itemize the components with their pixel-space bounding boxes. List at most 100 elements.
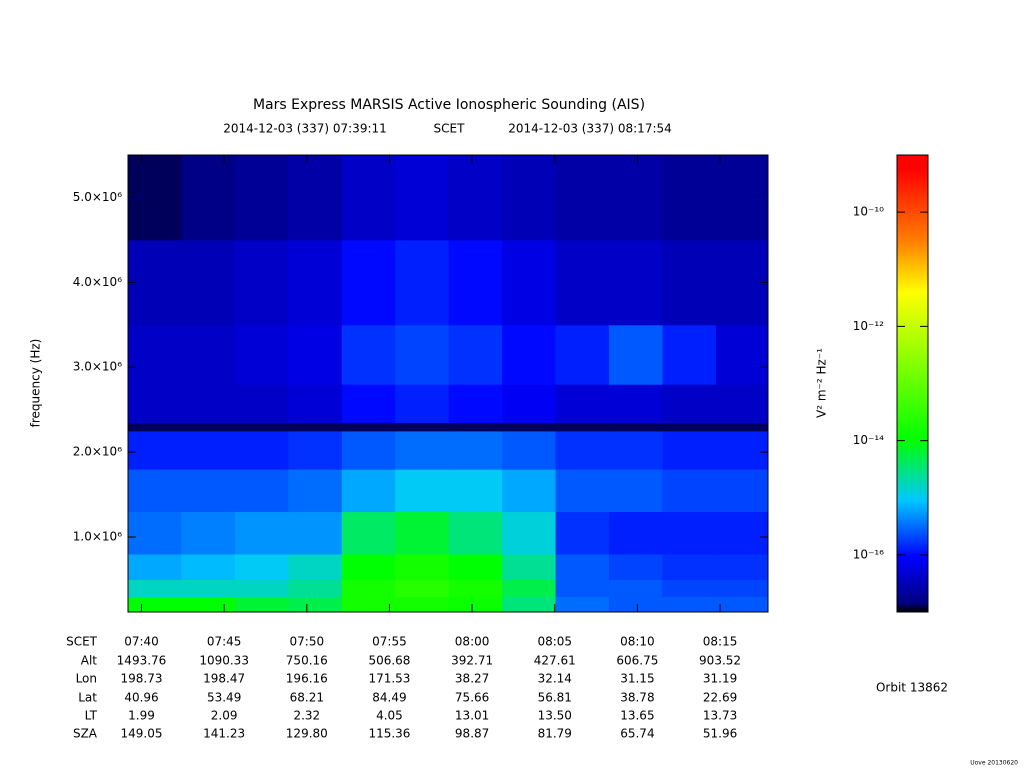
spectrogram-cell — [234, 579, 289, 597]
spectrogram-cell — [715, 511, 769, 555]
x-tick-label: 07:45 — [207, 635, 242, 649]
ephemeris-value: 31.19 — [703, 672, 737, 686]
orbit: Orbit 13862 — [876, 681, 948, 695]
x-tick-label: 07:50 — [290, 635, 325, 649]
spectrogram-cell — [609, 596, 663, 613]
ephemeris-value: 31.15 — [620, 672, 654, 686]
ephemeris-value: 196.16 — [286, 672, 328, 686]
spectrogram-cell — [181, 579, 236, 597]
spectrogram-cell — [715, 430, 769, 470]
ephemeris-row-label: SZA — [73, 727, 98, 741]
spectrogram-cell — [715, 554, 769, 580]
y-tick-label: 1.0×10⁶ — [73, 530, 122, 544]
spectrogram-cell — [662, 155, 717, 241]
spectrogram-cell — [715, 469, 769, 513]
spectrogram-cell — [128, 511, 182, 555]
spectrogram-cell — [715, 384, 769, 423]
ephemeris-value: 149.05 — [120, 727, 162, 741]
spectrogram-cell — [341, 430, 396, 470]
ephemeris-value: 81.79 — [538, 727, 572, 741]
spectrogram-cell — [555, 511, 610, 555]
ephemeris-value: 1090.33 — [199, 654, 249, 668]
spectrogram-cell — [555, 554, 610, 580]
spectrogram-cell — [288, 384, 343, 423]
spectrogram-cell — [395, 596, 450, 613]
spectrogram-cell — [609, 324, 663, 385]
spectrogram-cell — [128, 155, 182, 241]
spectrogram-cell — [502, 422, 557, 432]
spectrogram-cell — [395, 469, 450, 513]
spectrogram-cell — [234, 511, 289, 555]
spectrogram-cell — [448, 239, 503, 326]
spectrogram-cell — [181, 430, 236, 470]
colorbar-label: V² m⁻² Hz⁻¹ — [815, 348, 829, 418]
colorbar-tick-label: 10⁻¹² — [853, 319, 884, 333]
ephemeris-row-label: Alt — [81, 654, 98, 668]
y-axis-label: frequency (Hz) — [29, 339, 43, 428]
spectrogram-cell — [181, 239, 236, 326]
ephemeris-value: 1493.76 — [117, 654, 167, 668]
spectrogram-cell — [234, 155, 289, 241]
spectrogram-cell — [715, 324, 769, 385]
ephemeris-value: 32.14 — [538, 672, 572, 686]
ephemeris-value: 141.23 — [203, 727, 245, 741]
ephemeris-value: 750.16 — [286, 654, 328, 668]
spectrogram-cell — [288, 430, 343, 470]
spectrogram-cell — [448, 324, 503, 385]
footer: Uove 20130620 — [970, 760, 1018, 767]
colorbar-tick-label: 10⁻¹⁶ — [853, 547, 884, 561]
spectrogram-cell — [181, 469, 236, 513]
spectrogram-cell — [181, 422, 236, 432]
ephemeris-value: 75.66 — [455, 691, 489, 705]
spectrogram-cell — [662, 239, 717, 326]
ephemeris-value: 56.81 — [538, 691, 572, 705]
ephemeris-value: 38.27 — [455, 672, 489, 686]
x-tick-label: 07:40 — [124, 635, 159, 649]
spectrogram-cell — [555, 384, 610, 423]
spectrogram-cell — [181, 324, 236, 385]
spectrogram-cell — [715, 239, 769, 326]
spectrogram-cell — [448, 469, 503, 513]
ephemeris-value: 13.65 — [620, 709, 654, 723]
spectrogram-cell — [181, 155, 236, 241]
spectrogram-cell — [662, 430, 717, 470]
colorbar-tick-label: 10⁻¹⁴ — [853, 433, 884, 447]
spectrogram-cell — [448, 596, 503, 613]
spectrogram-cell — [234, 430, 289, 470]
spectrogram-cell — [341, 422, 396, 432]
spectrogram-cell — [448, 384, 503, 423]
ephemeris-row-label: Lon — [76, 672, 97, 686]
ephemeris-value: 84.49 — [372, 691, 406, 705]
spectrogram-cell — [502, 469, 557, 513]
plot-frame — [127, 154, 769, 613]
spectrogram-cell — [128, 554, 182, 580]
ephemeris-value: 38.78 — [620, 691, 654, 705]
spectrogram-cell — [341, 239, 396, 326]
ephemeris-value: 506.68 — [368, 654, 410, 668]
spectrogram-cell — [288, 469, 343, 513]
x-tick-label: 07:55 — [372, 635, 407, 649]
spectrogram-cell — [502, 324, 557, 385]
spectrogram-cell — [128, 579, 182, 597]
spectrogram-cell — [181, 596, 236, 613]
ephemeris-value: 13.01 — [455, 709, 489, 723]
spectrogram-cell — [609, 469, 663, 513]
ephemeris-value: 2.09 — [211, 709, 238, 723]
spectrogram-cell — [395, 155, 450, 241]
spectrogram-cell — [128, 384, 182, 423]
spectrogram-cell — [128, 422, 182, 432]
spectrogram-cell — [395, 579, 450, 597]
spectrogram-cell — [341, 579, 396, 597]
spectrogram-cell — [341, 511, 396, 555]
ephemeris-value: 198.47 — [203, 672, 245, 686]
ephemeris-value: 1.99 — [128, 709, 155, 723]
spectrogram-cell — [609, 155, 663, 241]
x-tick-label: 08:00 — [455, 635, 490, 649]
spectrogram-cell — [662, 554, 717, 580]
spectrogram-cell — [234, 554, 289, 580]
spectrogram-cell — [128, 324, 182, 385]
ephemeris-value: 40.96 — [124, 691, 158, 705]
spectrogram-cell — [609, 554, 663, 580]
spectrogram-cell — [288, 324, 343, 385]
